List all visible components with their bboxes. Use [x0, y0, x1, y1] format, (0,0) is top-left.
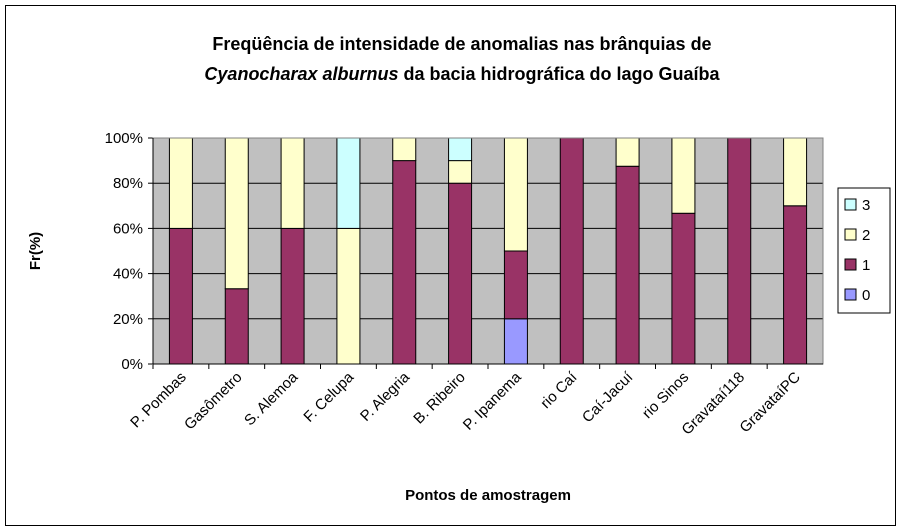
- bar-segment: [503, 137, 528, 252]
- title-species: Cyanocharax alburnus: [204, 64, 398, 84]
- y-tick-label: 20%: [113, 311, 143, 328]
- bar-segment: [280, 227, 305, 365]
- bar-segment: [336, 227, 361, 365]
- legend-swatch: [844, 288, 857, 301]
- y-tick-label: 40%: [113, 266, 143, 283]
- bar-segment: [615, 137, 640, 167]
- y-tick-label: 60%: [113, 220, 143, 237]
- bar-segment: [168, 227, 193, 365]
- chart-title: Freqüência de intensidade de anomalias n…: [212, 34, 711, 54]
- bar-segment: [448, 182, 473, 365]
- bar-segment: [168, 137, 193, 229]
- bar-segment: [615, 165, 640, 365]
- y-axis-label: Fr(%): [27, 232, 44, 270]
- legend-label: 2: [862, 227, 870, 244]
- bar-segment: [727, 137, 752, 365]
- y-tick-label: 100%: [105, 130, 143, 147]
- bar-segment: [503, 250, 528, 320]
- plot-area: [153, 138, 823, 364]
- bar-segment: [783, 205, 808, 365]
- bar-segment: [783, 137, 808, 207]
- bar-segment: [503, 318, 528, 365]
- bar-segment: [336, 137, 361, 229]
- legend-swatch: [844, 258, 857, 271]
- x-axis-label: Pontos de amostragem: [405, 487, 571, 504]
- legend-swatch: [844, 198, 857, 211]
- legend-label: 3: [862, 197, 870, 214]
- bar-segment: [448, 137, 473, 162]
- bar-segment: [392, 137, 417, 162]
- bar-segment: [559, 137, 584, 365]
- legend-label: 1: [862, 257, 870, 274]
- y-tick-label: 0%: [121, 356, 143, 373]
- chart-title: Cyanocharax alburnus da bacia hidrográfi…: [204, 64, 720, 84]
- legend-swatch: [844, 228, 857, 241]
- y-tick-label: 80%: [113, 175, 143, 192]
- legend-label: 0: [862, 287, 870, 304]
- bar-segment: [224, 288, 249, 365]
- bar-segment: [671, 212, 696, 365]
- bar-segment: [448, 160, 473, 184]
- bar-segment: [392, 160, 417, 365]
- title-rest: da bacia hidrográfica do lago Guaíba: [404, 64, 721, 84]
- bar-segment: [671, 137, 696, 214]
- bar-segment: [224, 137, 249, 290]
- bar-segment: [280, 137, 305, 229]
